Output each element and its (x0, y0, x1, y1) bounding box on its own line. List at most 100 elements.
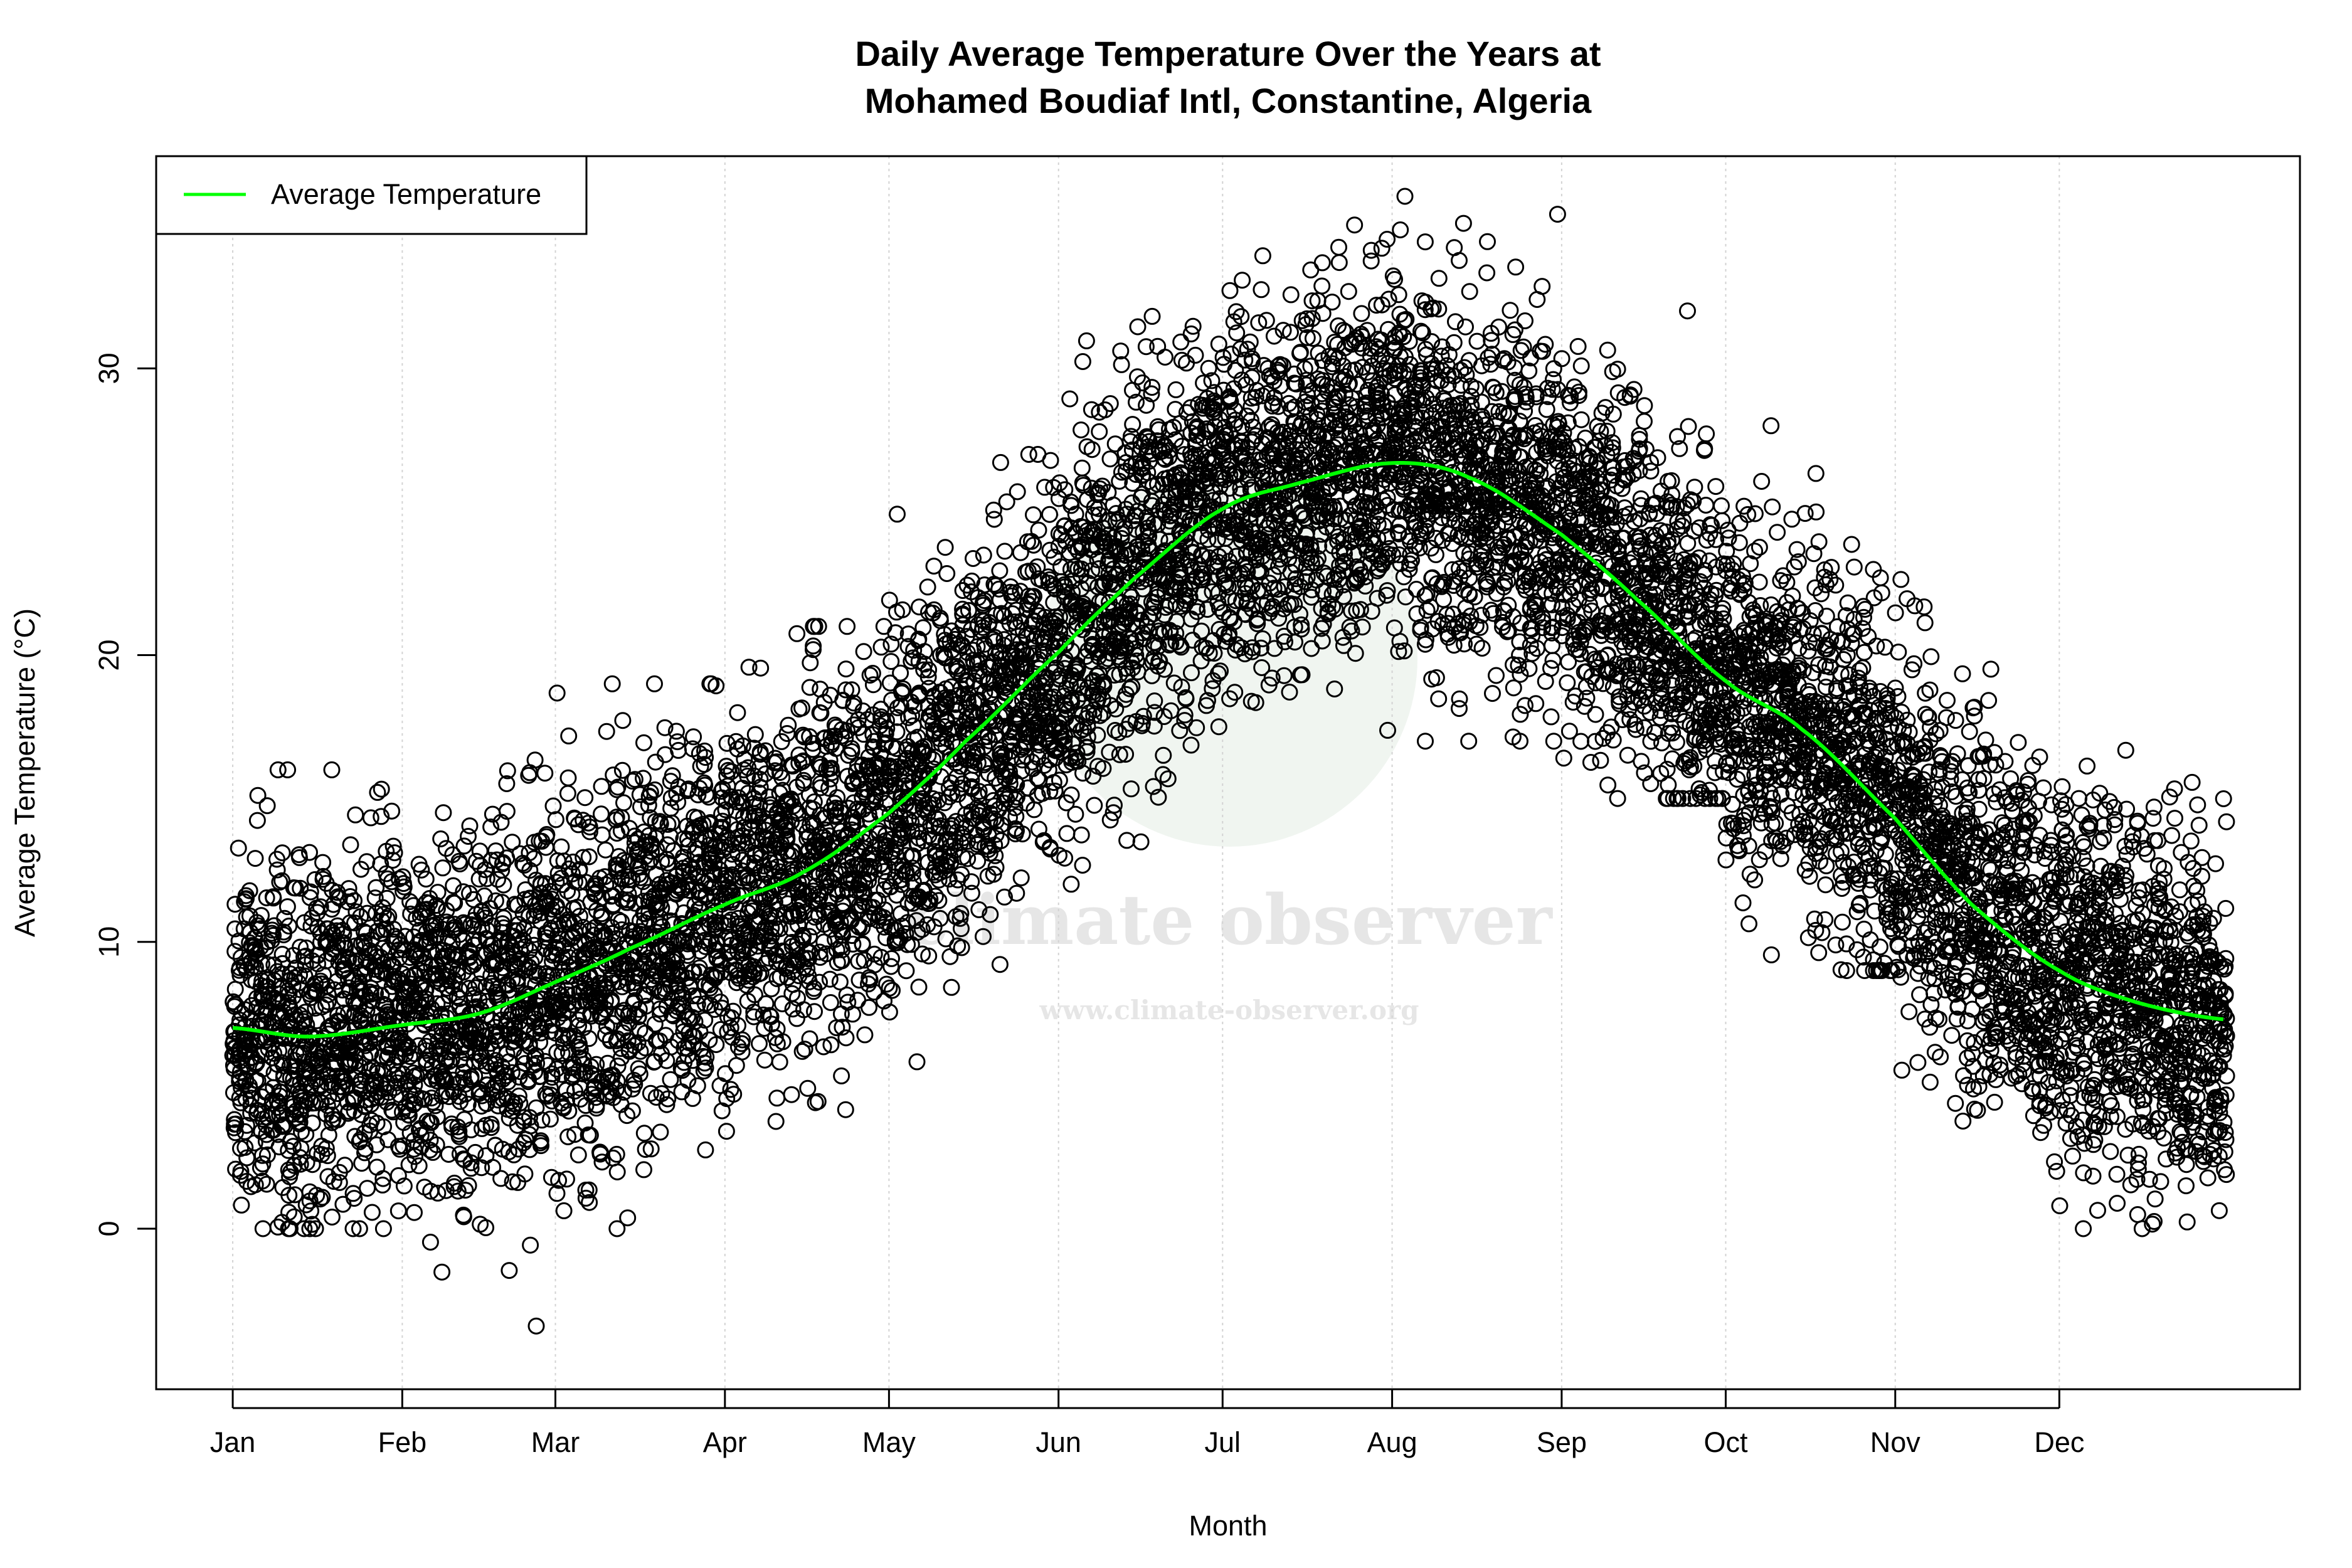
data-point (516, 1055, 534, 1073)
data-point (477, 1094, 495, 1112)
data-point (1041, 506, 1058, 523)
data-point (428, 995, 446, 1012)
data-point (282, 1220, 299, 1237)
data-point (462, 1160, 480, 1177)
data-point (538, 828, 555, 845)
data-point (413, 861, 430, 879)
data-point (1101, 450, 1119, 468)
data-point (428, 897, 445, 914)
data-point (499, 1073, 517, 1091)
data-point (833, 1067, 850, 1084)
data-point (440, 1052, 458, 1070)
data-point (768, 1089, 786, 1107)
data-point (435, 804, 452, 822)
data-point (1221, 282, 1239, 299)
data-point (1009, 483, 1026, 501)
data-point (635, 1125, 653, 1142)
data-point (1086, 797, 1103, 814)
data-point (729, 704, 746, 721)
data-point (718, 1123, 735, 1140)
data-point (373, 808, 390, 825)
data-point (889, 506, 906, 523)
data-point (461, 817, 479, 835)
data-point (386, 1066, 403, 1084)
data-point (991, 562, 1009, 580)
data-point (424, 1093, 442, 1111)
data-point (1143, 307, 1161, 325)
data-point (538, 894, 554, 912)
data-point (560, 727, 578, 744)
data-point (410, 1157, 428, 1175)
data-point (559, 769, 577, 787)
data-point (559, 785, 576, 802)
data-point (536, 765, 554, 782)
data-point (450, 946, 467, 964)
data-point (603, 675, 621, 692)
data-point (358, 1002, 376, 1019)
data-point (448, 1032, 466, 1050)
data-point (855, 643, 872, 660)
data-point (292, 938, 309, 956)
data-point (478, 870, 495, 887)
data-point (1091, 423, 1108, 440)
data-point (306, 871, 324, 888)
data-point (331, 1173, 348, 1191)
data-point (455, 1206, 472, 1224)
data-point (487, 892, 504, 909)
data-point (295, 1091, 313, 1109)
data-point (232, 1094, 250, 1111)
data-point (344, 1220, 362, 1237)
data-point (965, 550, 982, 567)
data-point (646, 675, 663, 692)
data-point (670, 741, 687, 759)
data-point (362, 809, 379, 827)
watermark-name: climate observer (906, 879, 1553, 960)
data-point (861, 999, 877, 1016)
data-point (1042, 452, 1059, 469)
data-point (517, 938, 534, 956)
data-point (236, 893, 253, 911)
data-point (482, 818, 500, 835)
data-point (389, 1167, 407, 1184)
data-point (806, 1003, 823, 1020)
data-point (271, 1106, 289, 1123)
data-point (351, 1058, 369, 1076)
data-point (304, 1115, 321, 1132)
data-point (455, 837, 473, 855)
data-point (346, 892, 363, 909)
data-point (307, 1220, 324, 1237)
data-point (569, 1146, 587, 1163)
data-point (505, 1146, 522, 1163)
data-point (910, 978, 928, 996)
data-point (875, 618, 893, 635)
data-point (499, 762, 516, 780)
data-point (380, 1084, 398, 1101)
data-point (1083, 441, 1101, 458)
data-point (394, 868, 411, 886)
data-point (652, 1123, 669, 1141)
data-point (302, 883, 319, 901)
data-point (402, 975, 420, 993)
data-point (472, 857, 489, 874)
data-point (821, 970, 839, 988)
data-point (434, 859, 452, 877)
data-point (297, 1004, 314, 1021)
data-point (329, 888, 347, 906)
data-point (1025, 506, 1042, 524)
data-point (273, 844, 291, 862)
data-point (1187, 346, 1204, 364)
data-point (1157, 349, 1173, 366)
data-point (544, 797, 562, 815)
data-point (359, 904, 376, 922)
data-point (287, 879, 304, 897)
data-point (1020, 446, 1037, 463)
data-point (1067, 805, 1084, 823)
data-point (839, 618, 856, 635)
data-point (265, 926, 282, 944)
data-point (892, 664, 909, 682)
data-point (487, 1028, 505, 1046)
data-point (943, 978, 960, 996)
data-point (746, 726, 764, 743)
data-point (400, 1039, 417, 1056)
data-point (314, 871, 332, 888)
